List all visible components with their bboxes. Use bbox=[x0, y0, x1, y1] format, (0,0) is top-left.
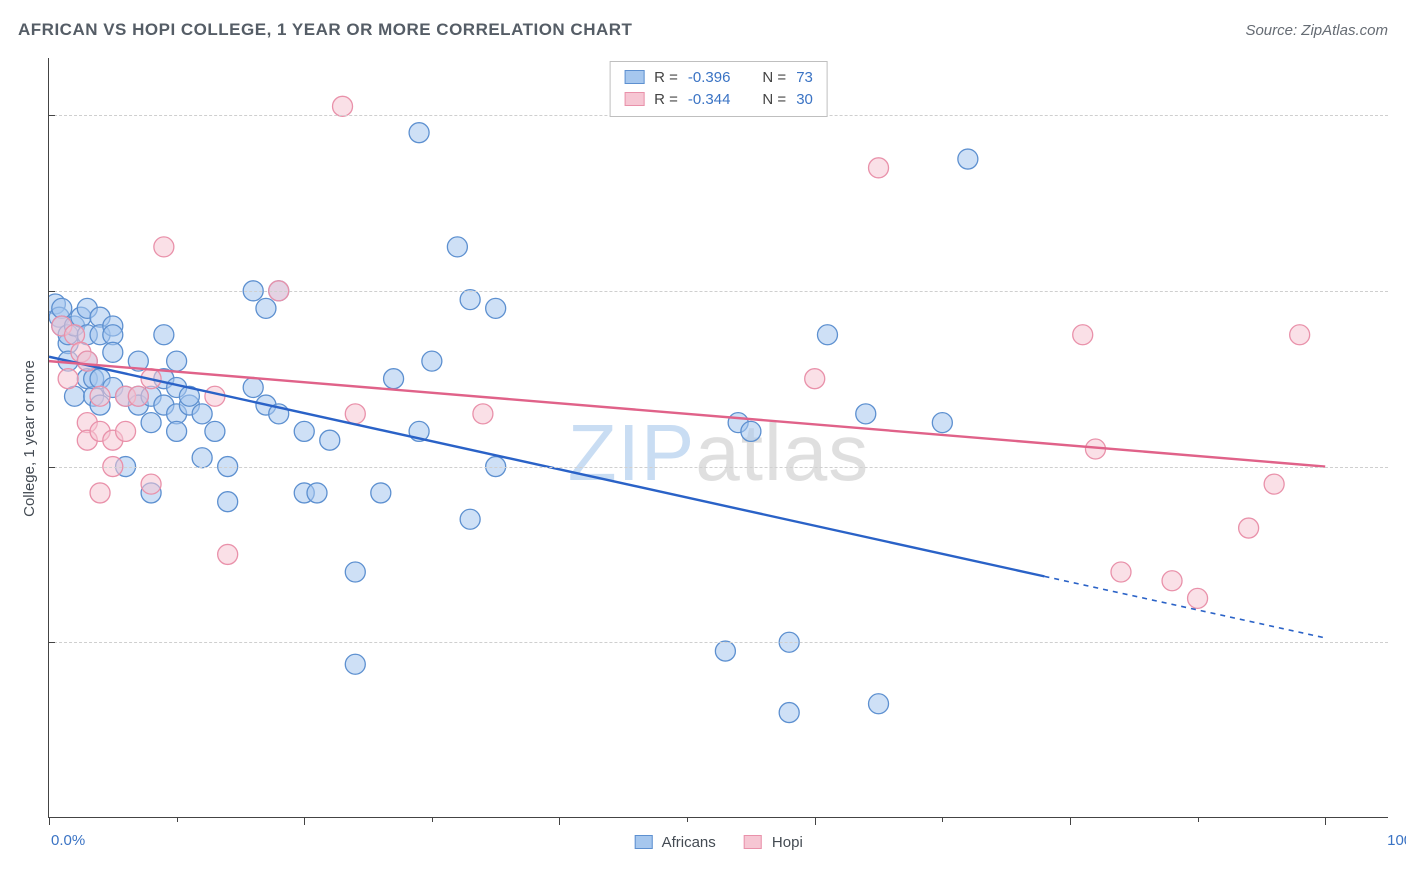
scatter-point bbox=[1111, 562, 1131, 582]
x-tick-minor bbox=[432, 817, 433, 822]
gridline bbox=[49, 467, 1388, 468]
scatter-point bbox=[116, 421, 136, 441]
x-tick bbox=[49, 817, 50, 825]
scatter-point bbox=[320, 430, 340, 450]
scatter-point bbox=[486, 298, 506, 318]
scatter-point bbox=[869, 694, 889, 714]
x-tick bbox=[304, 817, 305, 825]
scatter-point bbox=[1162, 571, 1182, 591]
legend-label-R: R = bbox=[654, 91, 678, 108]
scatter-point bbox=[447, 237, 467, 257]
scatter-point bbox=[103, 342, 123, 362]
legend-item: Hopi bbox=[744, 834, 803, 851]
scatter-point bbox=[90, 386, 110, 406]
trend-line-extrapolated bbox=[1044, 576, 1325, 638]
scatter-point bbox=[715, 641, 735, 661]
scatter-point bbox=[256, 298, 276, 318]
y-axis-label: College, 1 year or more bbox=[21, 360, 38, 517]
scatter-point bbox=[1264, 474, 1284, 494]
x-tick bbox=[559, 817, 560, 825]
scatter-point bbox=[218, 492, 238, 512]
scatter-point bbox=[345, 404, 365, 424]
x-axis-max-label: 100.0% bbox=[1387, 832, 1406, 849]
x-tick bbox=[815, 817, 816, 825]
scatter-point bbox=[192, 448, 212, 468]
scatter-point bbox=[460, 509, 480, 529]
x-axis-min-label: 0.0% bbox=[51, 832, 85, 849]
source-label: Source: ZipAtlas.com bbox=[1245, 22, 1388, 39]
legend-value-N: 73 bbox=[796, 69, 813, 86]
scatter-point bbox=[460, 290, 480, 310]
legend-swatch-hopi bbox=[624, 92, 644, 106]
scatter-point bbox=[856, 404, 876, 424]
legend-label-N: N = bbox=[762, 69, 786, 86]
scatter-point bbox=[192, 404, 212, 424]
gridline bbox=[49, 642, 1388, 643]
legend-value-R: -0.396 bbox=[688, 69, 731, 86]
scatter-point bbox=[90, 483, 110, 503]
scatter-point bbox=[1188, 588, 1208, 608]
scatter-point bbox=[932, 413, 952, 433]
chart-svg bbox=[49, 58, 1389, 818]
legend-label-N: N = bbox=[762, 91, 786, 108]
scatter-point bbox=[817, 325, 837, 345]
chart-title: AFRICAN VS HOPI COLLEGE, 1 YEAR OR MORE … bbox=[18, 20, 632, 40]
legend-stats-row: R = -0.344 N = 30 bbox=[624, 88, 813, 110]
legend-item: Africans bbox=[634, 834, 716, 851]
x-tick-minor bbox=[942, 817, 943, 822]
x-tick-minor bbox=[687, 817, 688, 822]
scatter-point bbox=[345, 654, 365, 674]
scatter-point bbox=[218, 544, 238, 564]
scatter-point bbox=[77, 351, 97, 371]
scatter-point bbox=[307, 483, 327, 503]
scatter-point bbox=[805, 369, 825, 389]
legend-value-R: -0.344 bbox=[688, 91, 731, 108]
scatter-point bbox=[741, 421, 761, 441]
scatter-point bbox=[58, 369, 78, 389]
scatter-point bbox=[167, 351, 187, 371]
x-tick-minor bbox=[1198, 817, 1199, 822]
scatter-point bbox=[409, 123, 429, 143]
legend-series-label: Hopi bbox=[772, 834, 803, 851]
scatter-point bbox=[345, 562, 365, 582]
scatter-point bbox=[1290, 325, 1310, 345]
scatter-point bbox=[1073, 325, 1093, 345]
scatter-point bbox=[779, 703, 799, 723]
legend-stats-row: R = -0.396 N = 73 bbox=[624, 66, 813, 88]
scatter-point bbox=[141, 474, 161, 494]
scatter-plot: ZIPatlas R = -0.396 N = 73 R = -0.344 N … bbox=[48, 58, 1388, 818]
legend-series: Africans Hopi bbox=[634, 834, 803, 851]
legend-label-R: R = bbox=[654, 69, 678, 86]
x-tick-minor bbox=[177, 817, 178, 822]
legend-swatch-africans bbox=[634, 835, 652, 849]
scatter-point bbox=[154, 237, 174, 257]
legend-value-N: 30 bbox=[796, 91, 813, 108]
scatter-point bbox=[371, 483, 391, 503]
scatter-point bbox=[333, 96, 353, 116]
legend-swatch-hopi bbox=[744, 835, 762, 849]
trend-line bbox=[49, 361, 1325, 466]
scatter-point bbox=[1239, 518, 1259, 538]
scatter-point bbox=[869, 158, 889, 178]
scatter-point bbox=[141, 413, 161, 433]
x-tick bbox=[1325, 817, 1326, 825]
legend-series-label: Africans bbox=[662, 834, 716, 851]
scatter-point bbox=[154, 325, 174, 345]
x-tick bbox=[1070, 817, 1071, 825]
scatter-point bbox=[473, 404, 493, 424]
gridline bbox=[49, 291, 1388, 292]
scatter-point bbox=[205, 421, 225, 441]
legend-swatch-africans bbox=[624, 70, 644, 84]
scatter-point bbox=[294, 421, 314, 441]
scatter-point bbox=[384, 369, 404, 389]
scatter-point bbox=[958, 149, 978, 169]
scatter-point bbox=[167, 421, 187, 441]
legend-stats: R = -0.396 N = 73 R = -0.344 N = 30 bbox=[609, 61, 828, 117]
scatter-point bbox=[422, 351, 442, 371]
scatter-point bbox=[128, 386, 148, 406]
scatter-point bbox=[243, 377, 263, 397]
scatter-point bbox=[205, 386, 225, 406]
